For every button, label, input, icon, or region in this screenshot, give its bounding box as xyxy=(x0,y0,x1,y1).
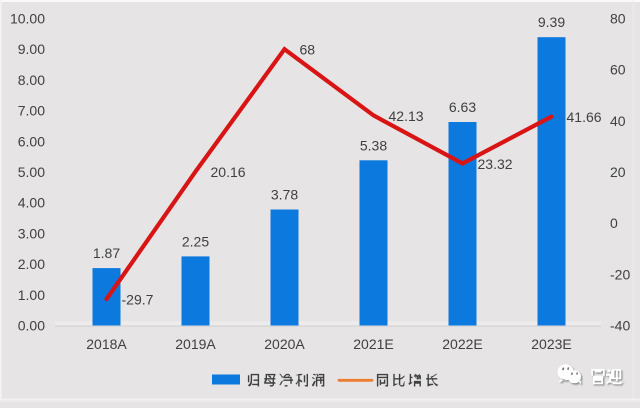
svg-text:2.25: 2.25 xyxy=(182,233,209,249)
svg-text:7.00: 7.00 xyxy=(18,103,45,119)
svg-text:23.32: 23.32 xyxy=(478,156,513,172)
svg-text:20: 20 xyxy=(610,164,626,180)
svg-text:1.00: 1.00 xyxy=(18,287,45,303)
svg-text:2020A: 2020A xyxy=(264,336,305,352)
svg-text:-29.7: -29.7 xyxy=(122,292,154,308)
svg-text:42.13: 42.13 xyxy=(389,108,424,124)
svg-text:60: 60 xyxy=(610,62,626,78)
svg-text:2021E: 2021E xyxy=(353,336,393,352)
svg-text:9.00: 9.00 xyxy=(18,41,45,57)
svg-text:0.00: 0.00 xyxy=(18,318,45,334)
svg-text:4.00: 4.00 xyxy=(18,195,45,211)
svg-text:41.66: 41.66 xyxy=(567,109,602,125)
svg-text:1.87: 1.87 xyxy=(93,245,120,261)
svg-text:80: 80 xyxy=(610,11,626,27)
svg-text:0: 0 xyxy=(610,215,618,231)
svg-text:20.16: 20.16 xyxy=(211,164,246,180)
svg-text:40: 40 xyxy=(610,113,626,129)
svg-text:6.00: 6.00 xyxy=(18,133,45,149)
svg-text:9.39: 9.39 xyxy=(538,14,565,30)
svg-text:2023E: 2023E xyxy=(531,336,571,352)
svg-text:5.38: 5.38 xyxy=(360,137,387,153)
svg-text:3.00: 3.00 xyxy=(18,225,45,241)
svg-text:2019A: 2019A xyxy=(175,336,216,352)
svg-text:68: 68 xyxy=(300,42,316,58)
svg-text:2.00: 2.00 xyxy=(18,256,45,272)
svg-text:3.78: 3.78 xyxy=(271,187,298,203)
svg-text:2022E: 2022E xyxy=(442,336,482,352)
svg-text:10.00: 10.00 xyxy=(10,11,45,27)
svg-text:6.63: 6.63 xyxy=(449,99,476,115)
svg-text:2018A: 2018A xyxy=(86,336,127,352)
svg-text:-20: -20 xyxy=(610,266,630,282)
svg-text:8.00: 8.00 xyxy=(18,72,45,88)
svg-text:-40: -40 xyxy=(610,318,630,334)
svg-text:5.00: 5.00 xyxy=(18,164,45,180)
